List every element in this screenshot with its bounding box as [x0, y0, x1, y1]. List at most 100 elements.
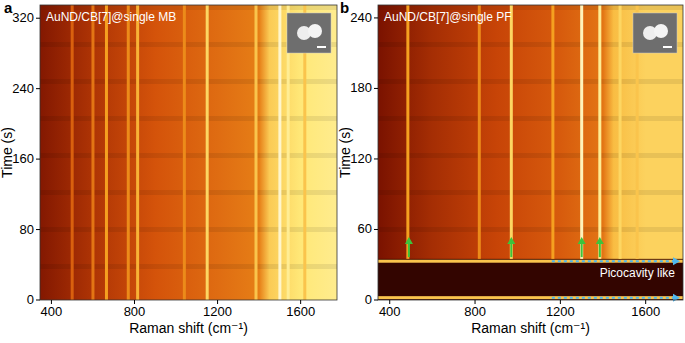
dark-band: [378, 259, 683, 300]
noise-stripe: [40, 120, 337, 121]
peak-line: [206, 5, 209, 300]
plot-area: [378, 5, 683, 300]
noise-stripe: [40, 227, 337, 228]
noise-stripe: [40, 265, 337, 266]
inset-particle: [654, 24, 668, 38]
noise-stripe: [40, 117, 337, 118]
y-tick-label: 240: [12, 81, 34, 96]
panel-title: AuND/CB[7]@single MB: [46, 10, 176, 24]
noise-stripe: [40, 82, 337, 83]
noise-stripe: [40, 230, 337, 231]
peak-line: [183, 5, 186, 300]
y-label: Time (s): [337, 127, 353, 178]
y-tick: [374, 17, 378, 18]
peak-line: [255, 5, 258, 300]
noise-stripe: [40, 81, 337, 82]
y-tick-label: 80: [20, 222, 34, 237]
panel-1: Picocavity likeAuND/CB[7]@single PFb4008…: [337, 0, 683, 336]
inset-image: [633, 13, 677, 53]
x-label: Raman shift (cm⁻¹): [471, 320, 590, 336]
x-tick-label: 1600: [631, 304, 660, 319]
y-tick: [36, 229, 40, 230]
y-tick-label: 60: [358, 221, 372, 236]
peak-line: [478, 5, 481, 259]
frame: [378, 5, 683, 300]
x-tick-label: 1200: [203, 304, 232, 319]
peak-line: [105, 5, 108, 300]
y-tick: [374, 88, 378, 89]
pico-arrow: [552, 297, 674, 299]
y-tick: [374, 158, 378, 159]
noise-stripe: [40, 7, 337, 8]
peak-line: [580, 5, 583, 259]
inset-particle: [308, 24, 322, 38]
x-tick-label: 800: [124, 304, 146, 319]
noise-stripe: [40, 79, 337, 80]
peak-line: [136, 5, 139, 300]
peak-line: [510, 5, 513, 259]
noise-stripe: [40, 6, 337, 7]
panel-title: AuND/CB[7]@single PF: [384, 10, 512, 24]
noise-stripe: [40, 80, 337, 81]
y-tick-label: 0: [365, 292, 372, 307]
panel-0: AuND/CB[7]@single MBa4008001200160008016…: [0, 0, 337, 336]
noise-stripe: [40, 192, 337, 193]
peak-arrow-head: [405, 237, 413, 244]
noise-stripe: [40, 194, 337, 195]
peak-line: [71, 5, 74, 300]
pico-row: [378, 260, 683, 263]
scale-bar: [317, 46, 326, 48]
y-tick-label: 240: [350, 10, 372, 25]
scale-bar: [663, 46, 672, 48]
noise-stripe: [40, 153, 337, 154]
x-tick-label: 400: [41, 304, 63, 319]
plot-area: [40, 5, 337, 300]
x-tick-label: 800: [464, 304, 486, 319]
peak-line: [127, 5, 130, 300]
panel-label: b: [340, 0, 349, 16]
x-label: Raman shift (cm⁻¹): [129, 320, 248, 336]
inset-image: [287, 13, 331, 53]
noise-stripe: [40, 193, 337, 194]
noise-stripe: [40, 191, 337, 192]
y-tick: [374, 229, 378, 230]
noise-stripe: [40, 154, 337, 155]
y-tick-label: 120: [350, 151, 372, 166]
noise-stripe: [40, 118, 337, 119]
frame: [40, 5, 337, 300]
noise-stripe: [40, 119, 337, 120]
noise-stripe: [40, 8, 337, 9]
pico-row: [378, 296, 683, 299]
y-tick-label: 180: [350, 80, 372, 95]
background: [378, 5, 683, 300]
peak-line: [278, 5, 281, 300]
noise-stripe: [40, 264, 337, 265]
y-tick: [36, 159, 40, 160]
y-tick-label: 320: [12, 10, 34, 25]
y-tick: [36, 300, 40, 301]
noise-stripe: [40, 228, 337, 229]
noise-stripe: [40, 156, 337, 157]
y-label: Time (s): [0, 127, 15, 178]
pico-arrow-head: [673, 294, 680, 302]
x-tick-label: 400: [379, 304, 401, 319]
x-tick-label: 1600: [286, 304, 315, 319]
x-tick-label: 1200: [546, 304, 575, 319]
noise-stripe: [40, 155, 337, 156]
peak-line: [619, 5, 622, 259]
noise-stripe: [40, 116, 337, 117]
y-tick-label: 0: [27, 292, 34, 307]
peak-line: [406, 5, 409, 259]
noise-stripe: [40, 190, 337, 191]
peak-line: [91, 5, 94, 300]
peak-arrow-head: [578, 237, 586, 244]
noise-stripe: [40, 229, 337, 230]
pico-arrow: [552, 260, 674, 262]
y-tick: [36, 18, 40, 19]
y-tick-label: 160: [12, 151, 34, 166]
figure: AuND/CB[7]@single MBa4008001200160008016…: [0, 0, 685, 343]
peak-line: [551, 5, 554, 259]
noise-stripe: [40, 231, 337, 232]
peak-arrow-head: [507, 237, 515, 244]
peak-arrow-head: [596, 237, 604, 244]
